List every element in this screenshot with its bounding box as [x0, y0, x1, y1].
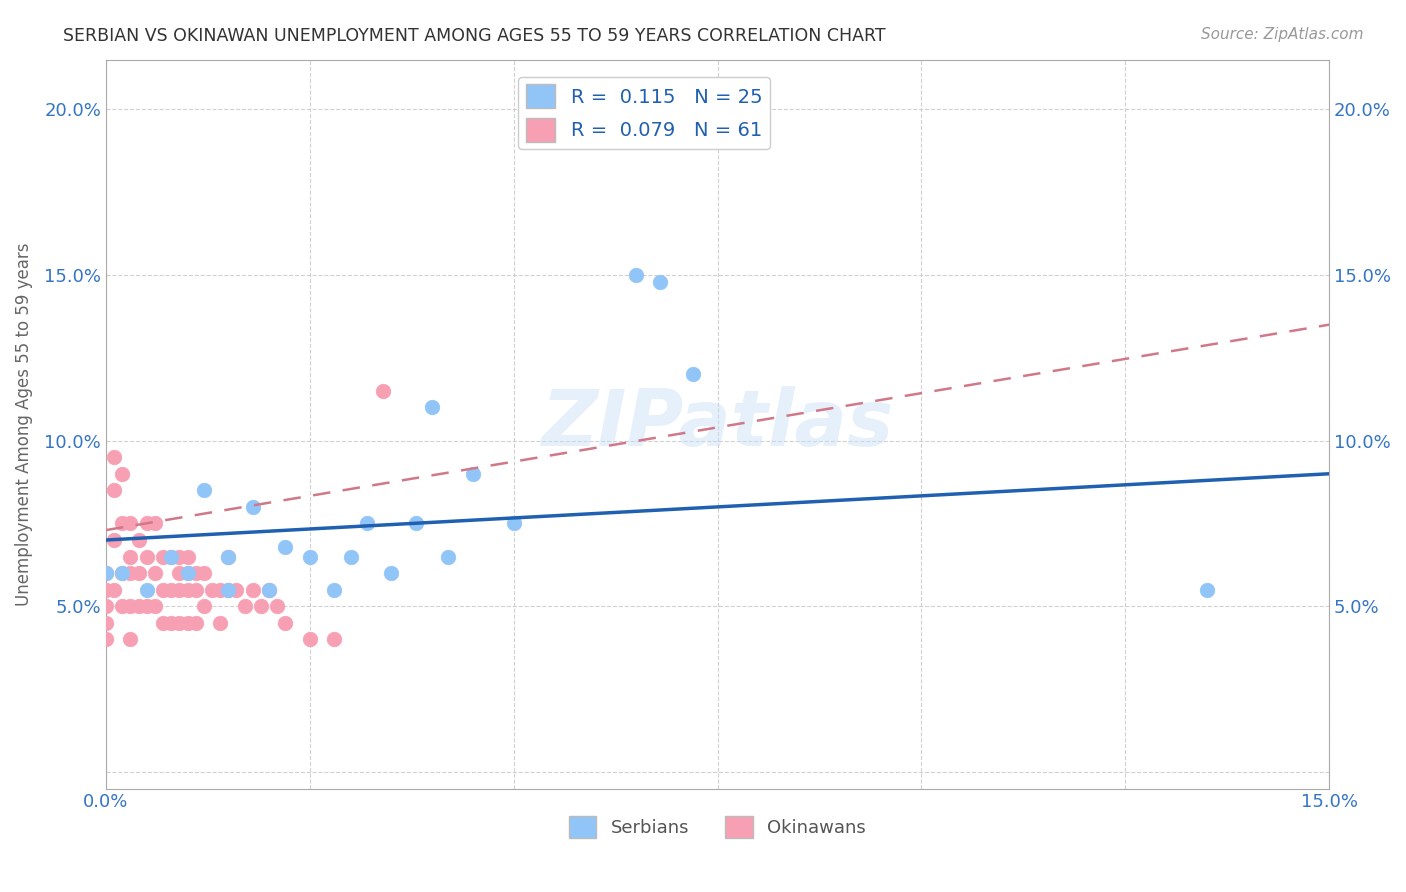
Point — [193, 483, 215, 498]
Point — [152, 549, 174, 564]
Point — [160, 549, 183, 564]
Point — [111, 566, 134, 581]
Point — [176, 549, 198, 564]
Point — [94, 566, 117, 581]
Point — [257, 582, 280, 597]
Point — [242, 582, 264, 597]
Point — [103, 450, 125, 465]
Point — [160, 549, 183, 564]
Point — [135, 549, 157, 564]
Point — [135, 582, 157, 597]
Point — [176, 566, 198, 581]
Point — [217, 582, 239, 597]
Point — [176, 566, 198, 581]
Point — [217, 549, 239, 564]
Point — [184, 615, 207, 630]
Text: SERBIAN VS OKINAWAN UNEMPLOYMENT AMONG AGES 55 TO 59 YEARS CORRELATION CHART: SERBIAN VS OKINAWAN UNEMPLOYMENT AMONG A… — [63, 27, 886, 45]
Point — [176, 615, 198, 630]
Point — [650, 275, 672, 289]
Point — [682, 368, 704, 382]
Point — [274, 615, 297, 630]
Point — [461, 467, 484, 481]
Point — [160, 582, 183, 597]
Point — [111, 566, 134, 581]
Point — [257, 582, 280, 597]
Point — [152, 582, 174, 597]
Point — [380, 566, 402, 581]
Point — [193, 599, 215, 614]
Point — [103, 483, 125, 498]
Point — [298, 549, 321, 564]
Point — [217, 582, 239, 597]
Point — [624, 268, 647, 282]
Point — [176, 582, 198, 597]
Point — [128, 566, 150, 581]
Point — [94, 599, 117, 614]
Point — [356, 516, 378, 531]
Point — [135, 599, 157, 614]
Point — [437, 549, 460, 564]
Point — [128, 599, 150, 614]
Point — [94, 582, 117, 597]
Point — [266, 599, 288, 614]
Point — [184, 582, 207, 597]
Point — [298, 632, 321, 647]
Point — [323, 632, 346, 647]
Point — [405, 516, 427, 531]
Point — [94, 566, 117, 581]
Point — [111, 516, 134, 531]
Point — [120, 599, 142, 614]
Point — [209, 615, 232, 630]
Point — [184, 566, 207, 581]
Point — [135, 516, 157, 531]
Point — [103, 582, 125, 597]
Point — [143, 599, 166, 614]
Point — [128, 533, 150, 547]
Legend: Serbians, Okinawans: Serbians, Okinawans — [562, 809, 873, 845]
Point — [120, 516, 142, 531]
Point — [250, 599, 273, 614]
Point — [169, 582, 191, 597]
Text: Source: ZipAtlas.com: Source: ZipAtlas.com — [1201, 27, 1364, 42]
Point — [120, 632, 142, 647]
Point — [274, 540, 297, 554]
Point — [373, 384, 395, 398]
Point — [120, 549, 142, 564]
Point — [169, 615, 191, 630]
Point — [201, 582, 224, 597]
Y-axis label: Unemployment Among Ages 55 to 59 years: Unemployment Among Ages 55 to 59 years — [15, 243, 32, 606]
Point — [94, 615, 117, 630]
Point — [209, 582, 232, 597]
Point — [169, 566, 191, 581]
Point — [233, 599, 256, 614]
Point — [169, 549, 191, 564]
Point — [225, 582, 247, 597]
Point — [94, 632, 117, 647]
Point — [420, 401, 443, 415]
Point — [502, 516, 524, 531]
Point — [193, 566, 215, 581]
Point — [339, 549, 361, 564]
Point — [217, 549, 239, 564]
Point — [143, 516, 166, 531]
Point — [120, 566, 142, 581]
Point — [111, 467, 134, 481]
Point — [111, 599, 134, 614]
Point — [152, 615, 174, 630]
Point — [160, 615, 183, 630]
Point — [242, 500, 264, 514]
Point — [323, 582, 346, 597]
Point — [103, 533, 125, 547]
Point — [143, 566, 166, 581]
Text: ZIPatlas: ZIPatlas — [541, 386, 894, 462]
Point — [1195, 582, 1218, 597]
